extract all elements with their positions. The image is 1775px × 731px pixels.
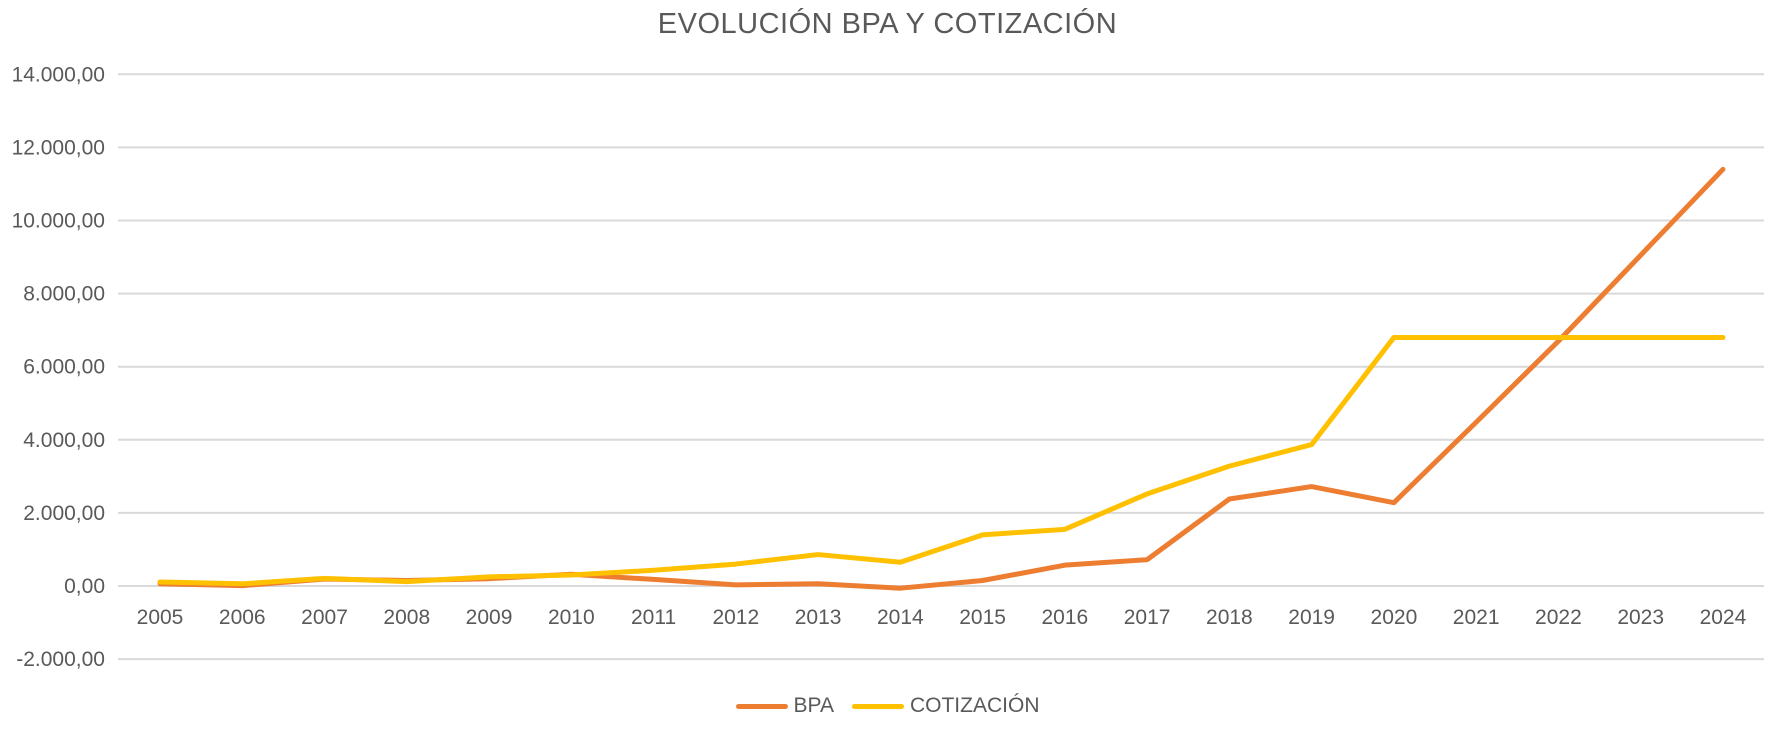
x-axis-tick-label: 2015	[959, 606, 1006, 629]
x-axis-tick-label: 2007	[301, 606, 348, 629]
x-axis-tick-label: 2009	[466, 606, 513, 629]
y-axis-tick-label: 2.000,00	[23, 502, 105, 525]
x-axis-tick-label: 2024	[1700, 606, 1747, 629]
legend-swatch-bpa	[735, 703, 788, 709]
x-axis-tick-label: 2006	[219, 606, 266, 629]
x-axis-tick-label: 2008	[383, 606, 430, 629]
x-axis-tick-label: 2011	[631, 606, 676, 629]
y-axis-tick-label: 12.000,00	[12, 136, 105, 159]
x-axis-tick-label: 2023	[1617, 606, 1664, 629]
x-axis-tick-label: 2018	[1206, 606, 1253, 629]
legend-swatch-cotizacion	[851, 703, 904, 709]
chart-title: EVOLUCIÓN BPA Y COTIZACIÓN	[657, 8, 1118, 40]
y-axis-tick-label: 4.000,00	[23, 429, 105, 452]
x-axis-tick-label: 2020	[1371, 606, 1418, 629]
legend-item-cotizacion: COTIZACIÓN	[851, 694, 1040, 718]
legend-label-bpa: BPA	[793, 694, 834, 717]
y-axis-tick-label: 8.000,00	[23, 283, 105, 306]
x-axis-tick-label: 2014	[877, 606, 924, 629]
legend-item-bpa: BPA	[735, 694, 834, 718]
series-line-cotizacion	[157, 334, 1726, 587]
x-axis-tick-label: 2016	[1042, 606, 1089, 629]
y-axis-tick-label: -2.000,00	[16, 648, 105, 671]
x-axis-tick-label: 2017	[1124, 606, 1171, 629]
x-axis-tick-label: 2013	[795, 606, 842, 629]
y-axis-tick-label: 14.000,00	[12, 63, 105, 86]
x-axis-tick-label: 2012	[712, 606, 759, 629]
series-line-bpa	[157, 166, 1726, 591]
y-axis-tick-label: 6.000,00	[23, 356, 105, 379]
x-axis-tick-label: 2005	[137, 606, 184, 629]
x-axis-tick-label: 2010	[548, 606, 595, 629]
x-axis-tick-label: 2019	[1288, 606, 1335, 629]
x-axis-tick-label: 2021	[1453, 606, 1500, 629]
legend: BPA COTIZACIÓN	[0, 694, 1775, 718]
x-axis-tick-label: 2022	[1535, 606, 1582, 629]
y-axis-tick-label: 10.000,00	[12, 210, 105, 233]
legend-label-cotizacion: COTIZACIÓN	[909, 694, 1040, 717]
y-axis-tick-label: 0,00	[64, 575, 105, 598]
